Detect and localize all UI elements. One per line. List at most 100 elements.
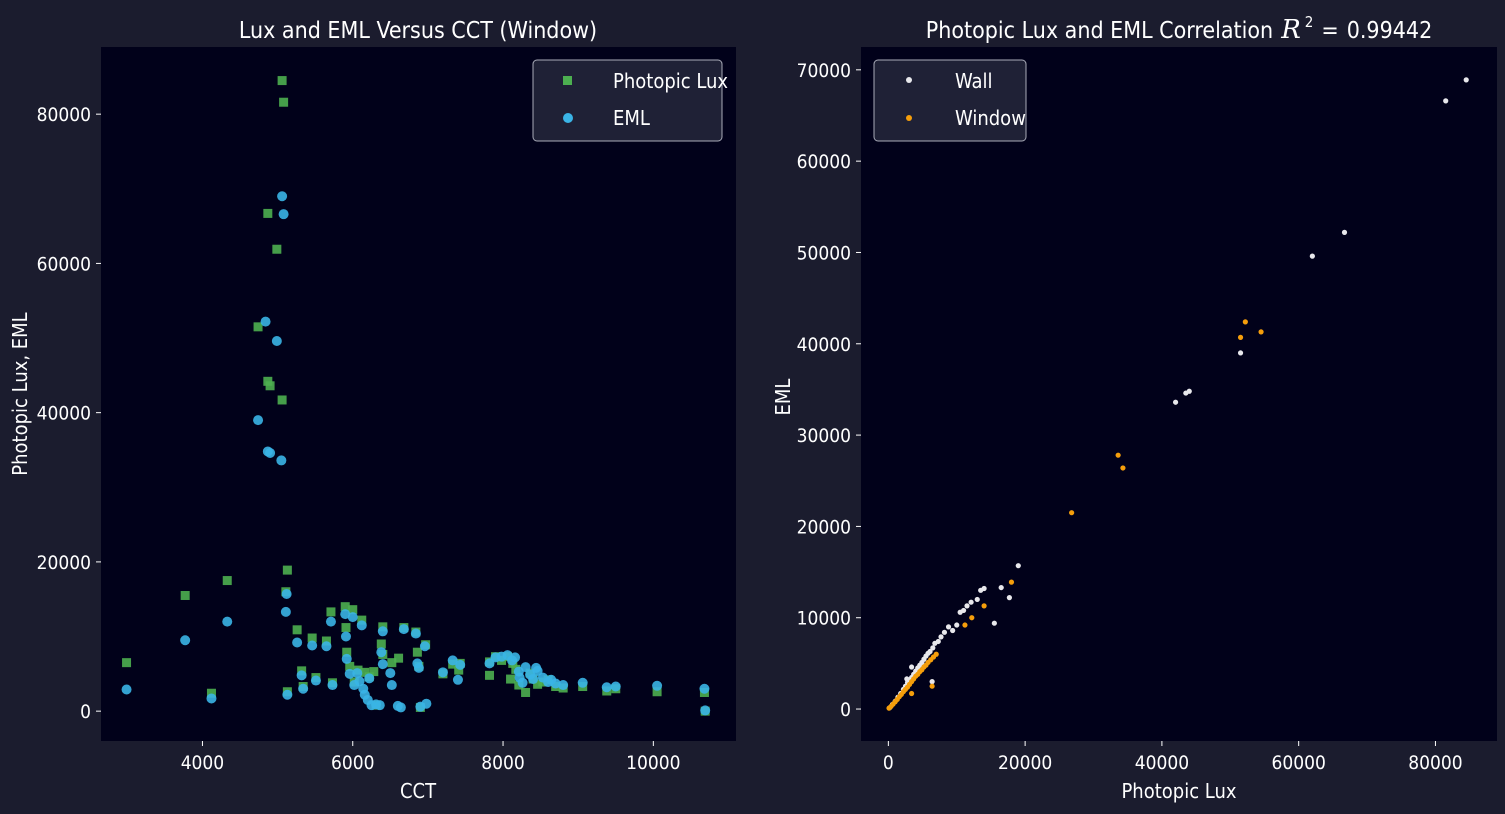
data-point	[485, 670, 495, 680]
plot-area	[861, 47, 1497, 741]
data-point	[974, 596, 980, 603]
y-tick-label: 50000	[797, 242, 851, 264]
data-point	[377, 626, 388, 637]
y-tick-label: 10000	[797, 608, 851, 630]
x-tick-label: 8000	[481, 752, 525, 774]
title-r2-value: 0.99442	[1347, 18, 1433, 44]
data-point	[292, 625, 302, 635]
legend-box	[873, 59, 1027, 142]
data-point	[532, 665, 543, 676]
data-point	[344, 668, 355, 679]
data-point	[272, 244, 282, 254]
data-point	[517, 677, 528, 688]
data-point	[447, 655, 458, 666]
data-point	[222, 616, 233, 627]
legend[interactable]: Photopic Lux EML	[532, 59, 728, 142]
data-point	[360, 667, 370, 677]
plot-area	[101, 47, 736, 741]
data-point	[298, 683, 309, 694]
data-point	[282, 689, 293, 700]
data-point	[929, 683, 935, 689]
data-point	[991, 620, 997, 626]
data-point	[1237, 334, 1244, 340]
data-point	[945, 624, 952, 630]
y-tick-label: 20000	[37, 552, 91, 574]
data-point	[981, 585, 987, 592]
legend-circle-marker	[563, 113, 573, 123]
data-point	[1237, 350, 1244, 356]
data-point	[206, 688, 216, 698]
x-axis-ticks: 0 20000 40000 60000 80000	[883, 741, 1463, 774]
data-point	[376, 647, 387, 658]
data-point	[533, 679, 543, 689]
data-point	[280, 606, 291, 617]
y-tick-label: 70000	[797, 60, 851, 82]
y-axis-label: Photopic Lux, EML	[8, 312, 32, 475]
legend-box	[532, 59, 723, 142]
chart-title: Lux and EML Versus CCT (Window)	[239, 18, 597, 44]
y-tick-label: 0	[80, 701, 91, 723]
data-point	[528, 674, 539, 685]
data-point	[437, 667, 448, 678]
data-point	[699, 683, 710, 694]
data-point	[395, 702, 406, 713]
data-point	[419, 641, 430, 652]
data-point	[376, 639, 386, 649]
data-point	[601, 682, 612, 693]
data-point	[296, 670, 307, 681]
data-point	[253, 415, 264, 426]
data-point	[1309, 253, 1315, 259]
data-point	[180, 635, 191, 646]
data-point	[904, 676, 910, 682]
data-point	[520, 662, 531, 673]
y-tick-label: 80000	[37, 104, 91, 126]
data-point	[386, 680, 397, 691]
data-point	[354, 676, 365, 687]
data-point	[1258, 329, 1264, 335]
data-point	[385, 668, 396, 679]
data-point	[935, 638, 941, 645]
x-axis-ticks: 4000 6000 8000 10000	[181, 741, 681, 774]
y-tick-label: 20000	[797, 516, 851, 538]
data-point	[307, 640, 318, 651]
data-point	[282, 565, 292, 575]
data-point	[964, 603, 970, 609]
data-point	[341, 653, 352, 664]
data-point	[222, 576, 232, 586]
data-point	[700, 705, 711, 716]
data-point	[326, 607, 336, 617]
data-point	[933, 651, 939, 657]
data-point	[180, 590, 190, 600]
data-point	[369, 667, 379, 677]
legend-dot-marker	[906, 77, 912, 83]
y-tick-label: 60000	[37, 253, 91, 275]
data-point	[1341, 229, 1348, 235]
data-point	[394, 653, 404, 663]
y-tick-label: 30000	[797, 425, 851, 447]
data-point	[321, 636, 331, 646]
data-point	[909, 690, 915, 697]
data-point	[413, 662, 424, 673]
data-point	[452, 674, 463, 685]
y-tick-label: 40000	[37, 403, 91, 425]
data-point	[909, 664, 915, 670]
data-point	[279, 97, 289, 107]
data-point	[1120, 465, 1126, 471]
legend-label-window: Window	[955, 106, 1026, 130]
data-point	[352, 668, 363, 679]
data-point	[412, 647, 422, 657]
data-point	[455, 659, 466, 670]
y-tick-label: 0	[840, 699, 851, 721]
legend[interactable]: Wall Window	[873, 59, 1027, 142]
data-marks	[886, 77, 1469, 711]
data-point	[981, 603, 987, 609]
x-tick-label: 10000	[626, 752, 680, 774]
data-point	[377, 659, 388, 670]
data-point	[1242, 319, 1248, 325]
data-point	[558, 680, 569, 691]
data-point	[281, 588, 292, 599]
data-point	[1186, 388, 1192, 394]
data-point	[652, 680, 663, 691]
y-tick-label: 60000	[797, 151, 851, 173]
data-point	[960, 607, 967, 614]
